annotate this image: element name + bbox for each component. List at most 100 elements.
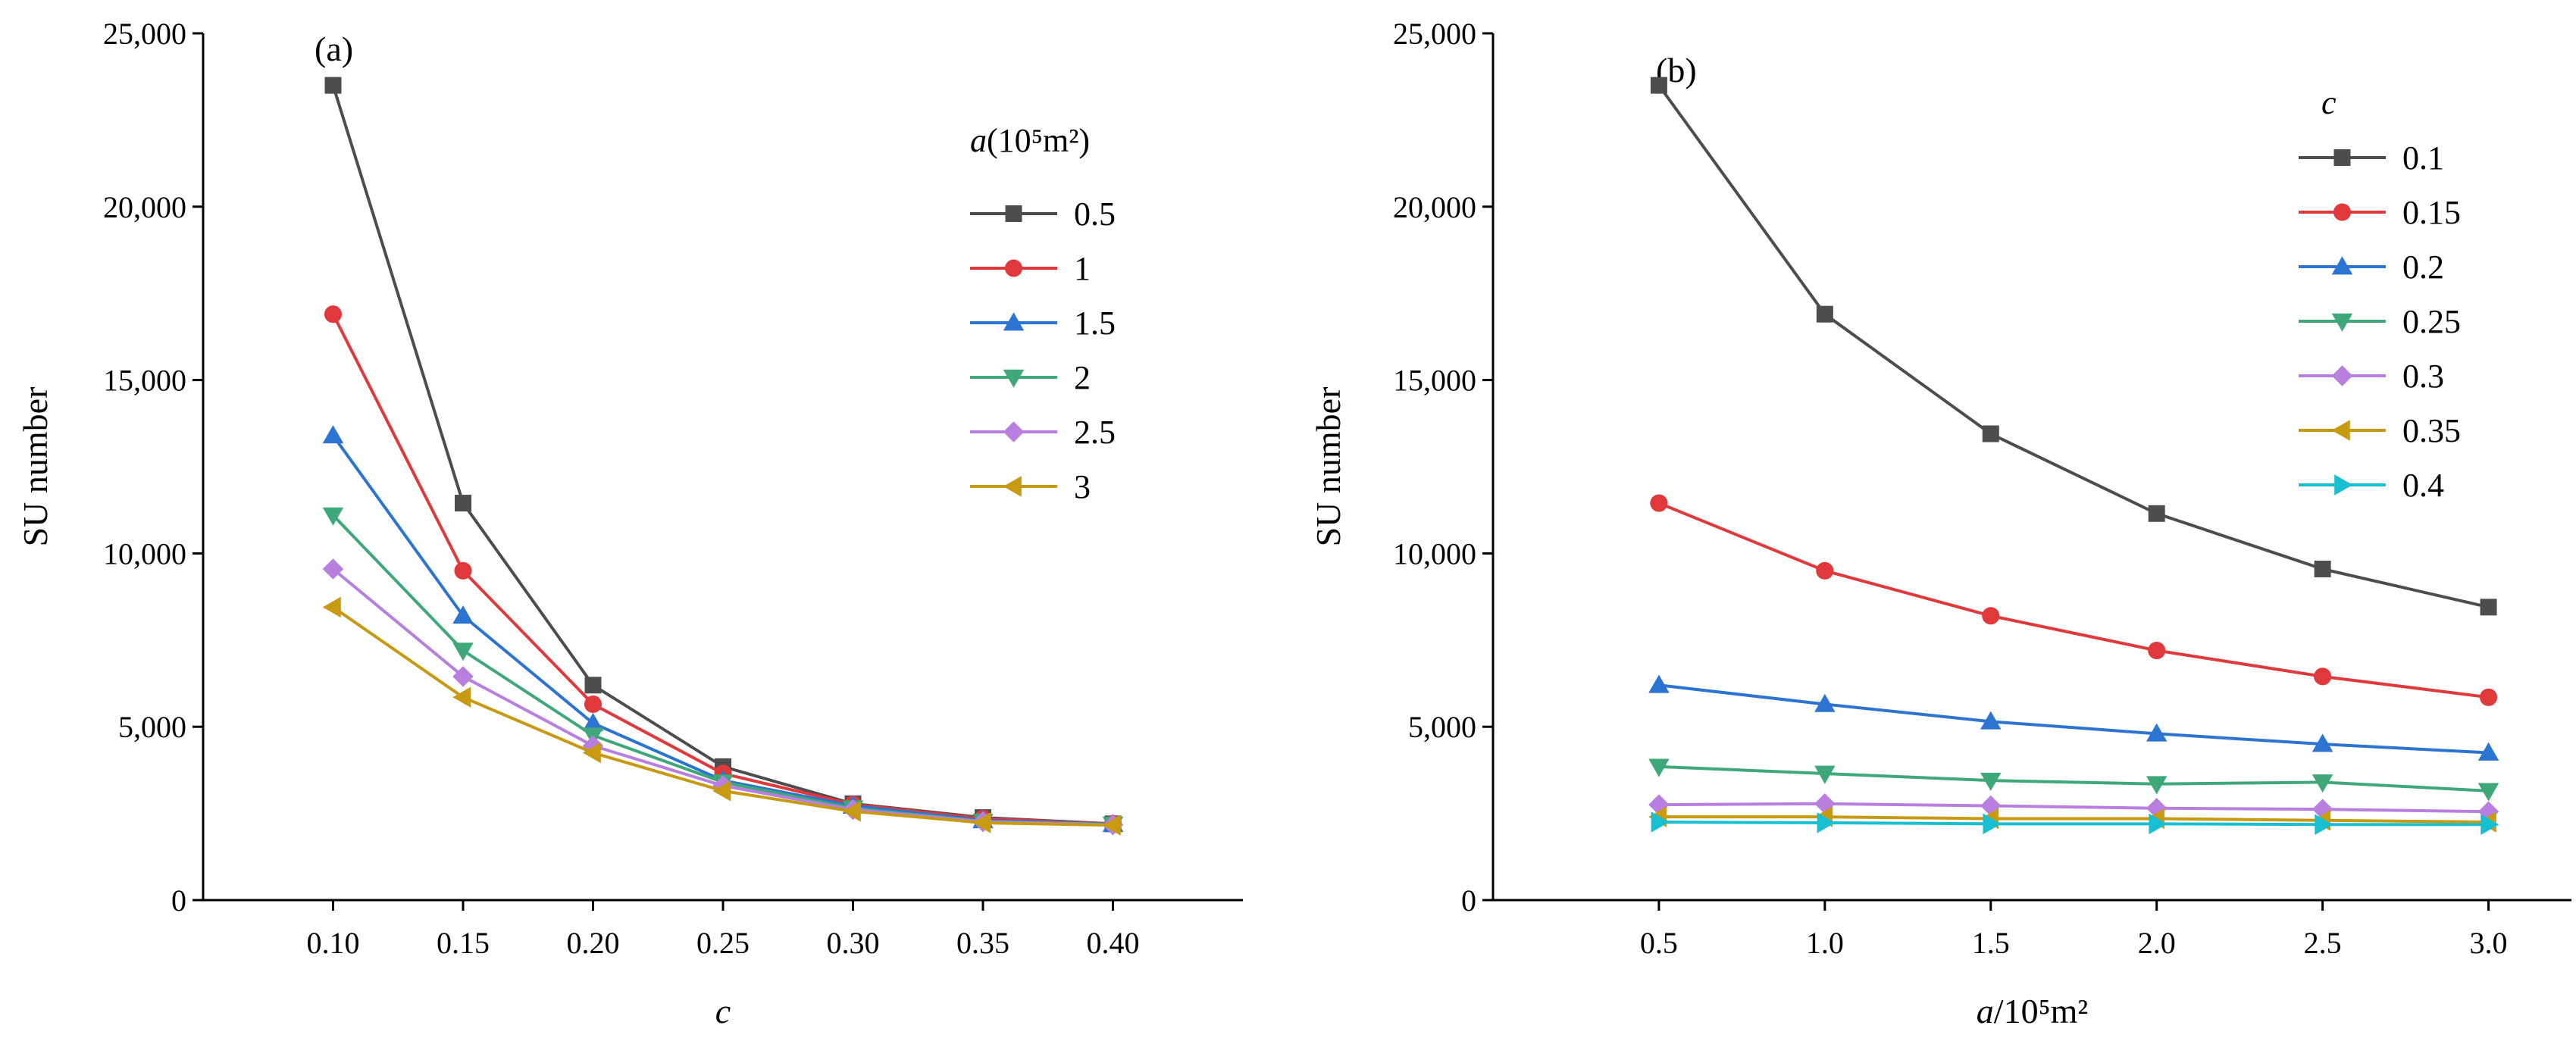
- data-point: [972, 812, 991, 833]
- panel-label: (a): [315, 30, 353, 68]
- data-point: [452, 642, 474, 661]
- legend: c 0.1 0.15 0.2 0.25 0.3 0.35 0.4: [2299, 84, 2461, 504]
- legend-label: 0.3: [2402, 358, 2444, 395]
- legend-marker: [1003, 312, 1025, 331]
- data-point: [2312, 733, 2333, 752]
- legend-label: 0.15: [2402, 194, 2461, 231]
- legend-entry: 0.15: [2299, 194, 2461, 231]
- legend-entry: 1.5: [970, 305, 1116, 342]
- legend-marker: [2333, 203, 2352, 221]
- x-tick-label: 2.0: [2138, 926, 2176, 960]
- x-tick-label: 1.5: [1972, 926, 2010, 960]
- legend-marker: [1003, 369, 1025, 388]
- data-point: [324, 77, 342, 94]
- data-point: [2477, 783, 2499, 802]
- series-line: [1658, 802, 2489, 814]
- data-point: [1650, 494, 1668, 512]
- data-point: [584, 677, 602, 694]
- y-tick-label: 20,000: [1393, 190, 1476, 224]
- series-line: [331, 313, 1113, 826]
- y-tick-label: 20,000: [103, 190, 186, 224]
- y-axis-label: SU number: [1309, 387, 1347, 547]
- data-point: [1648, 674, 1670, 693]
- series-0.2: [1648, 674, 2499, 761]
- data-point: [1102, 814, 1121, 836]
- x-tick-label: 0.15: [437, 926, 490, 960]
- legend-label: 2.5: [1074, 414, 1116, 451]
- x-axis-label: c: [715, 992, 731, 1030]
- data-point: [452, 605, 474, 624]
- legend-title: a(10⁵m²): [970, 122, 1090, 159]
- data-point: [1980, 772, 2002, 791]
- legend-entry: 0.3: [2299, 358, 2444, 395]
- y-tick-label: 10,000: [103, 536, 186, 571]
- data-point: [1651, 811, 1670, 833]
- legend-title: c: [2321, 84, 2337, 121]
- y-tick-label: 25,000: [1393, 17, 1476, 51]
- series-line: [1657, 84, 2489, 609]
- legend-label: 0.4: [2402, 467, 2444, 504]
- data-point: [322, 596, 341, 618]
- data-point: [322, 425, 344, 444]
- data-point: [582, 712, 604, 731]
- chart-panel-b: 0 5,000 10,000 15,000 20,000 25,000 0.5 1.0 1.5 2…: [1309, 17, 2571, 1030]
- legend-label: 1.5: [1074, 305, 1116, 342]
- data-point: [452, 686, 471, 708]
- data-point: [1814, 765, 1836, 784]
- data-point: [1648, 758, 1670, 777]
- data-point: [322, 507, 344, 526]
- data-point: [1980, 711, 2002, 730]
- x-tick-label: 1.0: [1806, 926, 1844, 960]
- x-tick-label: 0.40: [1087, 926, 1140, 960]
- data-point: [2146, 776, 2168, 795]
- legend-label: 0.25: [2402, 303, 2461, 340]
- data-point: [2312, 774, 2333, 793]
- legend-entry: 1: [970, 250, 1091, 287]
- legend-entry: 2.5: [970, 414, 1116, 451]
- x-tick-label: 0.5: [1640, 926, 1678, 960]
- series-0.4: [1651, 811, 2499, 835]
- series-0.15: [1650, 494, 2498, 706]
- legend-label: 0.35: [2402, 412, 2461, 449]
- series-line: [1658, 683, 2489, 755]
- data-point: [1982, 607, 2000, 625]
- x-tick-label: 3.0: [2470, 926, 2508, 960]
- y-tick-label: 5,000: [118, 710, 186, 744]
- series-line: [1658, 502, 2489, 699]
- series-3: [322, 596, 1121, 836]
- legend-entry: 0.5: [970, 195, 1116, 233]
- y-tick-label: 25,000: [103, 17, 186, 51]
- legend-marker: [1005, 205, 1022, 222]
- data-point: [2149, 813, 2168, 835]
- y-axis-label: SU number: [16, 387, 55, 547]
- data-point: [1817, 812, 1836, 833]
- y-tick-label: 5,000: [1408, 710, 1476, 744]
- data-point: [455, 495, 471, 512]
- data-point: [1816, 561, 1834, 580]
- data-point: [2477, 742, 2499, 761]
- x-tick-label: 0.10: [307, 926, 360, 960]
- x-tick-label: 2.5: [2304, 926, 2342, 960]
- data-point: [1814, 693, 1836, 712]
- series-line: [1658, 764, 2489, 793]
- legend-marker: [1004, 259, 1023, 277]
- legend-label: 1: [1074, 250, 1091, 287]
- data-point: [2480, 599, 2497, 616]
- data-point: [2481, 814, 2499, 835]
- legend-marker: [2334, 474, 2353, 496]
- data-point: [452, 666, 474, 687]
- y-tick-label: 0: [171, 883, 186, 918]
- series-0.25: [1648, 758, 2499, 802]
- legend-marker: [1003, 421, 1025, 442]
- data-point: [2479, 688, 2498, 706]
- data-point: [712, 780, 731, 802]
- y-tick-label: 15,000: [1393, 364, 1476, 398]
- data-point: [1650, 77, 1667, 94]
- series-1: [324, 305, 1122, 833]
- legend-label: 0.1: [2402, 139, 2444, 177]
- legend-entry: 0.1: [2299, 139, 2444, 177]
- x-tick-label: 0.20: [567, 926, 620, 960]
- legend-label: 2: [1074, 359, 1091, 396]
- chart-panel-a: 0 5,000 10,000 15,000 20,000 25,000 0.10 0.15 0.…: [16, 17, 1243, 1030]
- legend-entry: 0.35: [2299, 412, 2461, 449]
